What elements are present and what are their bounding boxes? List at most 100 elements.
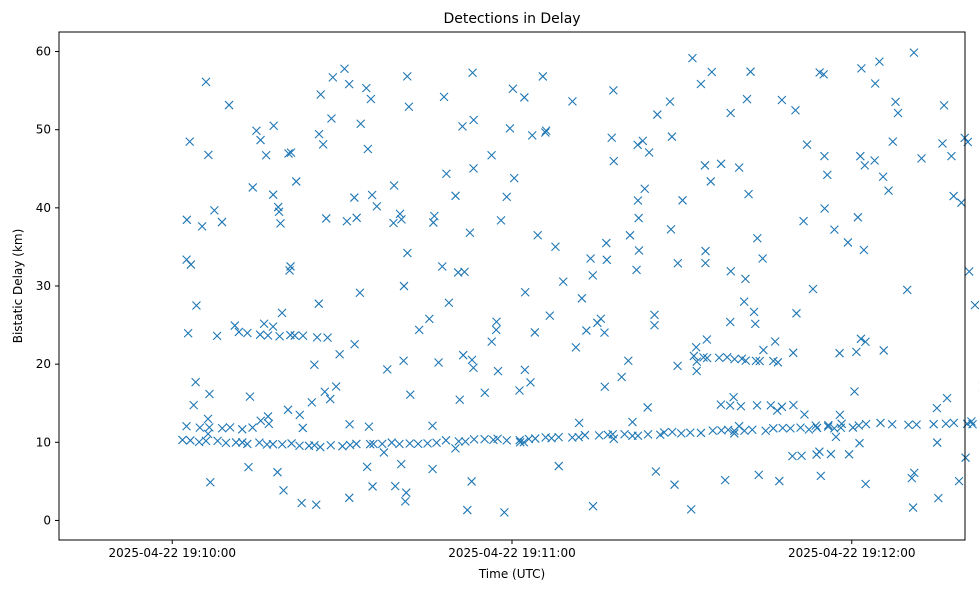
data-point: [428, 421, 437, 431]
data-point: [338, 441, 347, 451]
data-point: [939, 100, 949, 110]
data-point: [861, 337, 870, 347]
data-point: [367, 190, 377, 200]
data-point: [741, 356, 751, 365]
data-point: [428, 464, 437, 474]
data-point: [716, 400, 726, 410]
data-point: [515, 386, 524, 395]
data-point: [195, 423, 205, 432]
data-point: [688, 53, 697, 63]
data-point: [777, 402, 787, 412]
data-point: [651, 467, 661, 476]
data-point: [320, 387, 330, 397]
data-point: [933, 493, 943, 503]
data-point: [558, 277, 568, 287]
data-point: [502, 192, 512, 202]
data-point: [509, 173, 519, 183]
data-point: [725, 401, 735, 410]
data-point: [823, 422, 833, 431]
data-point: [628, 417, 637, 427]
data-point: [178, 435, 187, 445]
data-point: [298, 331, 308, 341]
data-point: [860, 160, 870, 170]
data-point: [442, 169, 451, 179]
data-point: [401, 488, 411, 498]
data-point: [752, 233, 762, 243]
y-tick-label: 40: [36, 201, 51, 215]
data-point: [530, 328, 540, 337]
data-point: [696, 428, 706, 438]
data-point: [185, 137, 195, 147]
data-point: [678, 195, 687, 205]
data-point: [428, 218, 438, 227]
data-point: [791, 105, 800, 115]
data-point: [290, 331, 300, 340]
data-point: [340, 64, 349, 74]
data-point: [242, 328, 252, 338]
data-point: [405, 390, 415, 399]
data-point: [538, 72, 548, 81]
data-point: [403, 248, 412, 258]
x-axis-label: Time (UTC): [478, 567, 545, 581]
data-point: [855, 151, 865, 161]
data-point: [870, 79, 880, 88]
data-point: [761, 426, 771, 436]
data-point: [706, 177, 716, 186]
data-point: [800, 410, 809, 419]
data-point: [766, 401, 776, 410]
data-point: [823, 420, 833, 430]
data-point: [432, 438, 441, 448]
data-point: [600, 382, 610, 392]
data-point: [496, 215, 506, 225]
data-point: [755, 356, 765, 366]
data-point: [942, 393, 952, 403]
data-point: [527, 130, 537, 140]
data-point: [248, 183, 258, 192]
data-point: [625, 230, 635, 240]
data-point: [855, 438, 864, 448]
data-point: [323, 333, 332, 342]
data-point: [691, 342, 701, 352]
data-point: [230, 321, 240, 330]
data-point: [602, 255, 612, 265]
data-point: [673, 361, 682, 371]
data-point: [382, 364, 392, 374]
data-point: [932, 438, 942, 447]
data-point: [580, 430, 590, 440]
data-point: [947, 151, 956, 161]
data-point: [314, 299, 324, 309]
data-point: [702, 335, 712, 344]
data-point: [770, 337, 780, 346]
data-point: [540, 128, 550, 137]
data-point: [729, 429, 739, 438]
data-point: [751, 356, 761, 366]
data-point: [368, 482, 377, 491]
data-point: [547, 433, 556, 443]
x-tick-label: 2025-04-22 19:11:00: [448, 546, 575, 560]
data-point: [182, 421, 191, 431]
data-point: [520, 365, 530, 375]
data-point: [441, 435, 451, 445]
data-point: [774, 476, 784, 486]
data-point: [364, 422, 374, 432]
data-point: [966, 417, 976, 426]
data-point: [954, 476, 964, 486]
data-point: [194, 437, 204, 447]
chart-title: Detections in Delay: [443, 11, 580, 27]
data-point: [197, 221, 207, 231]
data-point: [708, 426, 718, 436]
data-point: [405, 439, 415, 448]
data-point: [515, 437, 525, 447]
y-tick-label: 10: [36, 435, 51, 449]
data-point: [345, 419, 354, 429]
data-point: [387, 438, 397, 447]
data-point: [519, 437, 529, 447]
data-point: [957, 198, 966, 208]
data-point: [361, 83, 371, 93]
data-point: [400, 496, 410, 506]
data-point: [212, 331, 222, 341]
data-point: [469, 435, 479, 444]
data-point: [217, 217, 227, 227]
data-point: [298, 423, 308, 433]
